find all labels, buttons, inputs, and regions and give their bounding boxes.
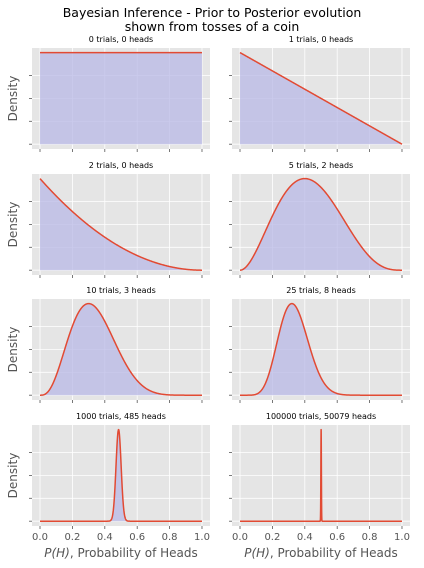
posterior-panel: 1000 trials, 485 heads Density 0.0 0.2 0.4 0.…: [6, 412, 210, 560]
posterior-line: [239, 302, 403, 396]
x-tick-label: 1.0: [394, 532, 410, 543]
y-axis-label: Density: [6, 453, 20, 499]
x-tick-label: 0.6: [129, 532, 145, 543]
figure-title-line-2: shown from tosses of a coin: [124, 19, 300, 34]
x-tick-label: 0.4: [97, 532, 113, 543]
posterior-panel: 2 trials, 0 heads Density: [6, 161, 210, 278]
panel-title: 1 trials, 0 heads: [289, 35, 353, 44]
posterior-area: [40, 52, 202, 145]
x-axis-label-text: , Probability of Heads: [70, 546, 198, 560]
panel-title: 0 trials, 0 heads: [89, 35, 153, 44]
x-tick-label: 0.0: [32, 532, 48, 543]
panel-title: 1000 trials, 485 heads: [76, 412, 166, 421]
posterior-area: [40, 178, 202, 271]
posterior-panel: 1 trials, 0 heads: [229, 35, 410, 152]
posterior-line: [39, 428, 203, 522]
x-tick-label: 0.8: [362, 532, 378, 543]
x-tick-label: 0.8: [162, 532, 178, 543]
posterior-panel: 25 trials, 8 heads: [229, 286, 410, 403]
panel-title: 5 trials, 2 heads: [289, 161, 353, 170]
x-axis-label-variable: P(H): [244, 546, 270, 560]
x-tick-label: 0.0: [232, 532, 248, 543]
figure-title-line-1: Bayesian Inference - Prior to Posterior …: [62, 5, 362, 20]
posterior-line: [239, 428, 403, 522]
posterior-area: [240, 303, 402, 396]
posterior-area: [40, 303, 202, 396]
x-axis-label-text: , Probability of Heads: [270, 546, 398, 560]
posterior-panel: 10 trials, 3 heads Density: [6, 286, 210, 403]
posterior-panel: 100000 trials, 50079 heads 0.0 0.2 0.4 0.6 0.…: [229, 412, 410, 560]
y-axis-label: Density: [6, 202, 20, 248]
posterior-line: [39, 178, 203, 271]
panel-title: 10 trials, 3 heads: [86, 286, 156, 295]
posterior-line: [39, 302, 203, 396]
panel-title: 2 trials, 0 heads: [89, 161, 153, 170]
x-tick-label: 0.6: [329, 532, 345, 543]
posterior-panel: 5 trials, 2 heads: [229, 161, 410, 278]
x-tick-label: 1.0: [194, 532, 210, 543]
x-tick-label: 0.4: [297, 532, 313, 543]
x-axis-label-variable: P(H): [44, 546, 70, 560]
posterior-panel: 0 trials, 0 heads Density: [6, 35, 210, 152]
x-tick-label: 0.2: [264, 532, 280, 543]
posterior-line: [239, 51, 403, 145]
x-axis-label: P(H), Probability of Heads: [44, 546, 198, 560]
panel-title: 100000 trials, 50079 heads: [266, 412, 376, 421]
x-axis-label: P(H), Probability of Heads: [244, 546, 398, 560]
y-axis-label: Density: [6, 327, 20, 373]
x-tick-label: 0.2: [64, 532, 80, 543]
panel-title: 25 trials, 8 heads: [286, 286, 356, 295]
figure-title: Bayesian Inference - Prior to Posterior …: [0, 6, 424, 34]
posterior-line: [239, 177, 403, 271]
y-axis-label: Density: [6, 76, 20, 122]
